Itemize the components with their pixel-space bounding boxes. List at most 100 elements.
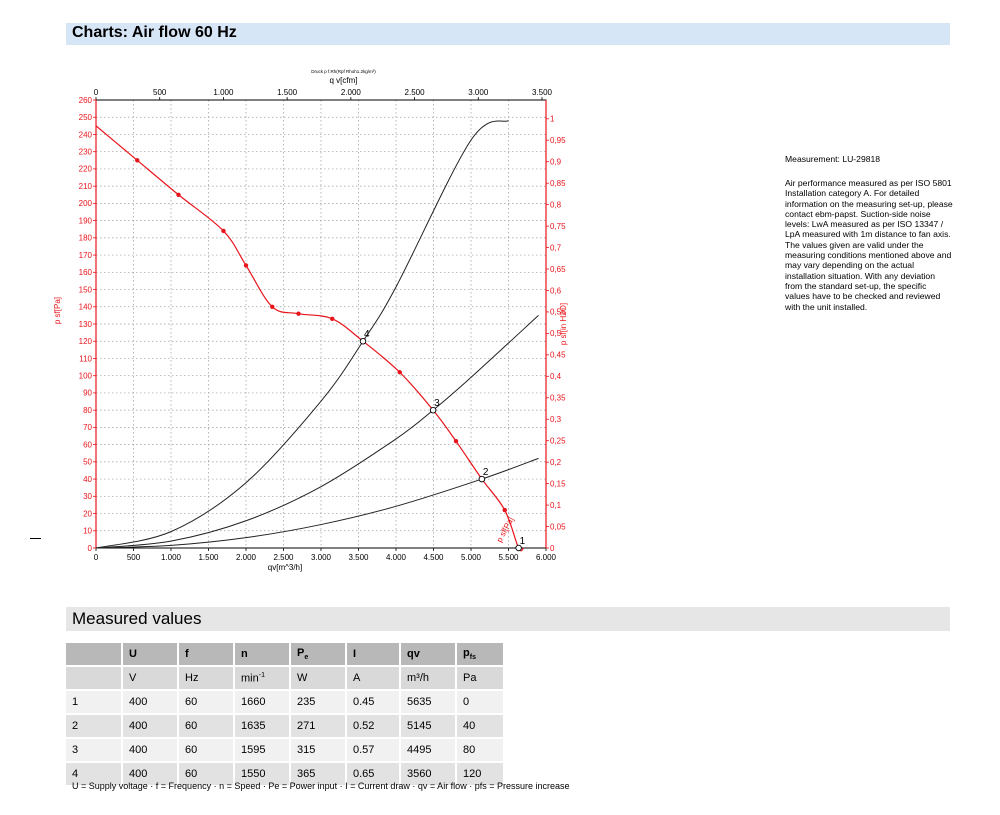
operating-point	[359, 337, 367, 345]
operating-point-label: 2	[483, 467, 489, 478]
table-cell: 400	[123, 715, 179, 739]
pressure-curve-point	[270, 304, 275, 309]
x-tick-label: 0	[94, 553, 99, 562]
x-tick-label: 500	[127, 553, 141, 562]
x-tick-label: 2.000	[236, 553, 257, 562]
x-tick-label: 5.500	[498, 553, 519, 562]
unit-cell: m³/h	[401, 667, 457, 691]
table-cell: 0.57	[347, 739, 401, 763]
y2-tick-label: 0,4	[550, 372, 562, 381]
header-cell: pfs	[457, 643, 505, 667]
y2-tick-label: 0,05	[550, 522, 566, 531]
y-tick-label: 260	[79, 96, 93, 105]
y-tick-label: 70	[83, 423, 92, 432]
header-cell	[66, 643, 123, 667]
x2-tick-label: 0	[94, 88, 99, 97]
x-tick-label: 1.000	[161, 553, 182, 562]
chart-section-header: Charts: Air flow 60 Hz	[66, 23, 950, 45]
y2-tick-label: 0,95	[550, 136, 566, 145]
operating-point	[515, 544, 522, 552]
y-tick-label: 0	[88, 544, 93, 553]
y2-tick-label: 0,5	[550, 329, 562, 338]
y2-axis-label: p sf[in H2O]	[559, 303, 568, 345]
y2-tick-label: 0,3	[550, 415, 562, 424]
y-tick-label: 240	[79, 130, 93, 139]
header-cell: f	[179, 643, 235, 667]
x2-axis-label: q v[cfm]	[329, 76, 357, 85]
unit-cell: W	[291, 667, 347, 691]
y2-tick-label: 0,1	[550, 501, 562, 510]
y-tick-label: 40	[83, 475, 92, 484]
table-cell: 0.65	[347, 763, 401, 787]
table-cell: 5635	[401, 691, 457, 715]
x-tick-label: 6.000	[536, 553, 557, 562]
section-title: Charts: Air flow 60 Hz	[72, 24, 237, 41]
x2-tick-label: 500	[153, 88, 167, 97]
x-tick-label: 4.000	[386, 553, 407, 562]
pressure-curve-point	[330, 316, 335, 322]
operating-point-label: 1	[520, 536, 526, 547]
y-tick-label: 250	[79, 113, 93, 122]
unit-cell: A	[347, 667, 401, 691]
table-cell: 120	[457, 763, 505, 787]
table-cell: 60	[179, 739, 235, 763]
y-tick-label: 20	[83, 509, 92, 518]
y-tick-label: 90	[83, 389, 92, 398]
y2-tick-label: 0,75	[550, 222, 566, 231]
header-cell: qv	[401, 643, 457, 667]
table-cell: 60	[179, 763, 235, 787]
y-tick-label: 210	[79, 182, 93, 191]
y-tick-label: 140	[79, 303, 93, 312]
system-curve	[95, 120, 509, 549]
table-cell: 1550	[235, 763, 291, 787]
measured-values-table: U f n Pe I qv pfs V Hz min-1 W A m³/h Pa…	[66, 643, 505, 787]
y2-tick-label: 0,6	[550, 286, 562, 295]
y-tick-label: 30	[83, 492, 92, 501]
x2-tick-label: 3.000	[468, 88, 489, 97]
y2-tick-label: 0,85	[550, 179, 566, 188]
y-tick-label: 180	[79, 234, 93, 243]
operating-point	[429, 406, 437, 414]
table-cell: 400	[123, 739, 179, 763]
header-cell: n	[235, 643, 291, 667]
dash-mark	[30, 538, 41, 539]
y2-tick-label: 0,8	[550, 200, 562, 209]
operating-point-label: 3	[434, 398, 440, 409]
table-cell: 1635	[235, 715, 291, 739]
y-tick-label: 230	[79, 147, 93, 156]
header-cell: U	[123, 643, 179, 667]
table-cell: 4495	[401, 739, 457, 763]
air-flow-chart: 0 500 1.000 1.500 2.000 2.500 3.000 3.500 4.000 4…	[53, 69, 568, 572]
table-cell: 3	[66, 739, 123, 763]
table-cell: 60	[179, 715, 235, 739]
x2-tick-label: 2.500	[405, 88, 426, 97]
chart-title: Druck p f.Rh(Rpf Rhoh1.2kg/m³)	[311, 69, 376, 74]
y2-tick-label: 0,25	[550, 436, 566, 445]
table-row: 3 400 60 1595 315 0.57 4495 80	[66, 739, 505, 763]
measured-values-title: Measured values	[72, 609, 202, 628]
pressure-curve-point	[502, 507, 507, 513]
y-tick-label: 170	[79, 251, 93, 260]
measurement-description: Air performance measured as per ISO 5801…	[785, 178, 953, 312]
table-cell: 235	[291, 691, 347, 715]
table-cell: 40	[457, 715, 505, 739]
y-axis-label: p sf[Pa]	[53, 297, 62, 324]
x-tick-label: 4.500	[423, 553, 444, 562]
pressure-curve-point	[243, 263, 249, 268]
table-header-row: U f n Pe I qv pfs	[66, 643, 505, 667]
x-tick-label: 1.500	[198, 553, 219, 562]
measured-values-header: Measured values	[66, 607, 950, 631]
x2-tick-label: 1.500	[277, 88, 298, 97]
y-tick-label: 60	[83, 440, 92, 449]
y2-tick-label: 0,35	[550, 394, 566, 403]
y2-tick-label: 0,7	[550, 243, 562, 252]
y-tick-label: 150	[79, 285, 93, 294]
table-cell: 0	[457, 691, 505, 715]
table-cell: 0.52	[347, 715, 401, 739]
x2-tick-label: 3.500	[532, 88, 553, 97]
y2-tick-label: 0,55	[550, 308, 566, 317]
pressure-curve-point	[397, 370, 402, 375]
x-tick-label: 5.000	[461, 553, 482, 562]
y-tick-label: 190	[79, 216, 93, 225]
system-curve	[95, 315, 539, 549]
